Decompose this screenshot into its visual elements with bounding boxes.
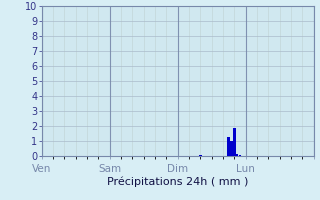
Bar xyxy=(233,128,236,156)
Bar xyxy=(227,137,230,156)
X-axis label: Précipitations 24h ( mm ): Précipitations 24h ( mm ) xyxy=(107,176,248,187)
Bar xyxy=(230,141,233,156)
Bar xyxy=(239,154,241,156)
Bar xyxy=(236,154,238,156)
Bar xyxy=(199,155,202,156)
